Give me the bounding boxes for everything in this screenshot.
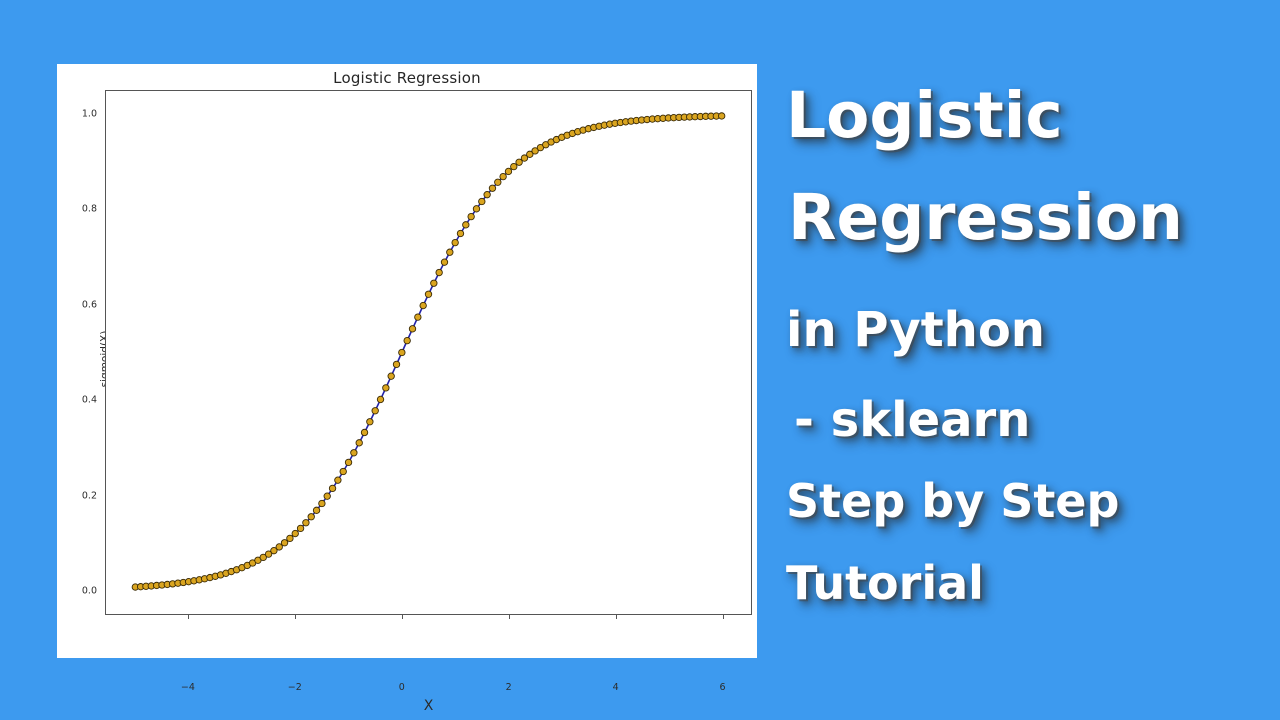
- data-point: [371, 407, 379, 415]
- x-tick-label: 0: [398, 682, 405, 693]
- y-tick-label: 0.6: [81, 299, 97, 311]
- x-tick-mark: [294, 615, 296, 619]
- data-point: [408, 325, 417, 333]
- data-point: [451, 238, 459, 247]
- data-point: [424, 290, 433, 298]
- data-point: [366, 418, 374, 426]
- data-point: [398, 348, 406, 357]
- x-tick-mark: [187, 615, 189, 619]
- y-axis-tick-labels: 0.0 0.2 0.4 0.6 0.8 1.0: [57, 90, 105, 615]
- y-tick-label: 0.2: [81, 490, 97, 502]
- x-tick-mark: [508, 615, 510, 619]
- x-tick-label: 6: [719, 682, 726, 693]
- data-point: [414, 313, 422, 321]
- curve-markers: [131, 112, 726, 591]
- x-tick-mark: [722, 615, 724, 619]
- plot-axes: [105, 90, 752, 615]
- data-point: [392, 360, 401, 369]
- promo-line-in-python: in Python: [786, 302, 1045, 358]
- data-point: [264, 550, 273, 558]
- data-point: [259, 553, 267, 562]
- data-point: [328, 484, 337, 493]
- data-point: [403, 336, 411, 345]
- x-tick-mark: [615, 615, 617, 619]
- x-axis-tick-labels: −4 −2 0 2 4 6: [105, 682, 752, 700]
- x-axis-tick-marks: [105, 615, 752, 621]
- curve-line: [135, 115, 722, 588]
- data-point: [718, 112, 726, 120]
- data-point: [296, 524, 305, 533]
- matplotlib-figure: Logistic Regression 0.00.20.40.60.81.0 s…: [57, 64, 757, 714]
- x-axis-label: X: [423, 698, 434, 714]
- data-point: [483, 190, 491, 199]
- data-point: [291, 529, 299, 538]
- data-point: [302, 519, 310, 527]
- data-point: [360, 428, 369, 437]
- data-point: [462, 221, 470, 229]
- data-point: [376, 395, 385, 404]
- data-point: [467, 212, 475, 221]
- data-point: [387, 372, 395, 380]
- x-tick-mark: [401, 615, 403, 619]
- data-point: [318, 499, 326, 508]
- data-point: [526, 150, 534, 158]
- chart-title: Logistic Regression: [333, 69, 481, 87]
- data-point: [339, 467, 347, 476]
- y-tick-label: 0.0: [81, 585, 97, 597]
- data-point: [275, 543, 283, 551]
- y-tick-label: 1.0: [81, 108, 97, 120]
- data-point: [312, 506, 321, 515]
- promo-line-sklearn: - sklearn: [794, 392, 1031, 448]
- data-point: [531, 147, 539, 155]
- data-point: [323, 492, 331, 500]
- data-point: [344, 458, 353, 467]
- promo-line-step-by-step: Step by Step: [786, 474, 1120, 528]
- x-tick-label: 4: [612, 682, 619, 693]
- data-point: [472, 205, 481, 213]
- data-point: [456, 229, 465, 238]
- data-point: [280, 539, 289, 547]
- promo-line-logistic: Logistic: [786, 79, 1063, 152]
- promo-line-regression: Regression: [788, 181, 1183, 254]
- data-point: [419, 301, 427, 310]
- data-point: [440, 258, 449, 266]
- data-point: [435, 268, 443, 277]
- data-point: [478, 197, 486, 206]
- data-point: [307, 513, 315, 521]
- data-point: [355, 439, 363, 447]
- promo-line-tutorial: Tutorial: [786, 556, 984, 610]
- data-point: [382, 384, 390, 392]
- data-point: [286, 534, 294, 543]
- data-point: [494, 178, 502, 186]
- data-point: [515, 158, 523, 166]
- data-point: [520, 154, 529, 162]
- sigmoid-curve-plot: [131, 112, 726, 591]
- x-tick-label: 2: [505, 682, 512, 693]
- y-tick-label: 0.8: [81, 203, 97, 215]
- x-tick-label: −4: [180, 682, 195, 693]
- data-point: [270, 547, 278, 555]
- x-tick-label: −2: [287, 682, 302, 693]
- y-tick-label: 0.4: [81, 394, 97, 406]
- promo-text-block: Logistic Regression in Python - sklearn …: [786, 76, 1266, 636]
- data-point: [499, 172, 507, 181]
- data-point: [446, 248, 454, 256]
- data-point: [350, 449, 358, 457]
- data-point: [504, 167, 513, 176]
- data-point: [488, 184, 497, 192]
- data-point: [430, 279, 438, 287]
- data-point: [334, 476, 342, 484]
- data-point: [510, 162, 518, 171]
